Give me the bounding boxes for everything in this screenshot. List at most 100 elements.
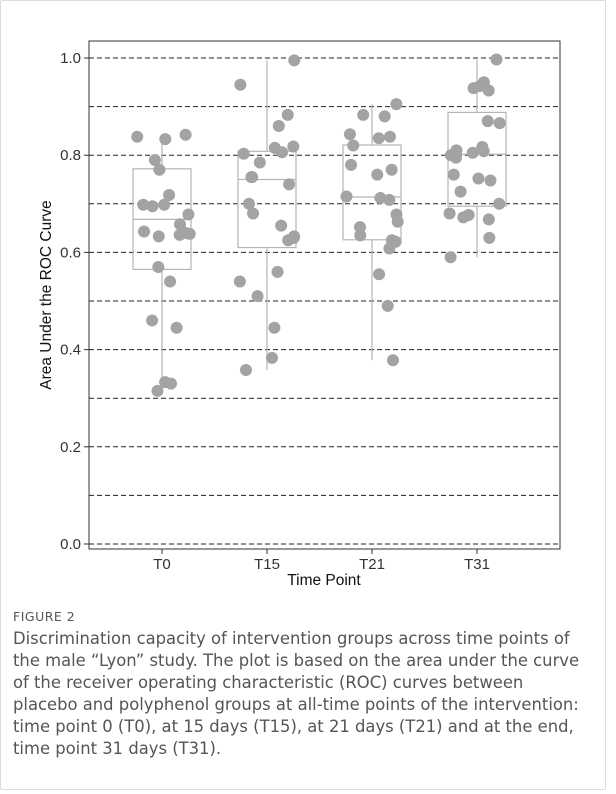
data-point: [357, 108, 370, 121]
data-point: [234, 78, 247, 91]
data-point: [251, 290, 264, 303]
data-point: [253, 156, 266, 169]
x-tick-label: T0: [153, 556, 171, 573]
data-point: [477, 145, 490, 158]
data-point: [454, 185, 467, 198]
data-point: [372, 132, 385, 145]
iqr-box: [237, 150, 297, 249]
data-point: [484, 174, 497, 187]
data-point: [283, 178, 296, 191]
data-point: [386, 354, 399, 367]
data-point: [138, 225, 151, 238]
data-point: [347, 139, 360, 152]
data-point: [246, 171, 259, 184]
x-tick-label: T15: [254, 556, 280, 573]
y-tick-label: 0.2: [60, 439, 81, 456]
x-tick-label: T31: [464, 556, 490, 573]
data-point: [467, 82, 480, 95]
data-point: [282, 234, 295, 247]
data-point: [152, 260, 165, 273]
data-point: [381, 299, 394, 312]
data-point: [345, 158, 358, 171]
gridlines: [89, 57, 560, 545]
data-point: [340, 190, 353, 203]
data-point: [272, 120, 285, 133]
data-point: [383, 130, 396, 143]
data-point: [163, 189, 176, 202]
point-layer: [131, 53, 506, 397]
data-point: [371, 168, 384, 181]
x-axis-title: Time Point: [287, 572, 361, 589]
data-point: [271, 265, 284, 278]
data-point: [179, 128, 192, 141]
y-axis-ticks: 0.0 0.2 0.4 0.6 0.8 1.0: [60, 50, 89, 553]
data-point: [158, 198, 171, 211]
data-point: [378, 110, 391, 123]
data-point: [275, 219, 288, 232]
points-T21: [340, 98, 404, 367]
data-point: [148, 154, 161, 167]
data-point: [179, 226, 192, 239]
data-point: [466, 146, 479, 159]
data-point: [385, 163, 398, 176]
data-point: [233, 275, 246, 288]
data-point: [383, 193, 396, 206]
data-point: [152, 230, 165, 243]
points-T31: [443, 53, 506, 264]
y-tick-label: 0.6: [60, 244, 81, 261]
y-tick-label: 0.0: [60, 536, 81, 553]
data-point: [390, 98, 403, 111]
data-point: [490, 53, 503, 66]
data-point: [131, 130, 144, 143]
data-point: [137, 198, 150, 211]
data-point: [239, 364, 252, 377]
box-T15: [237, 60, 297, 371]
data-point: [449, 151, 462, 164]
y-tick-label: 0.4: [60, 342, 81, 359]
data-point: [170, 321, 183, 334]
data-point: [383, 242, 396, 255]
y-tick-label: 0.8: [60, 147, 81, 164]
data-point: [165, 377, 178, 390]
data-point: [493, 197, 506, 210]
data-point: [482, 84, 495, 97]
data-point: [159, 133, 172, 146]
data-point: [268, 321, 281, 334]
points-T0: [131, 128, 196, 397]
data-point: [373, 268, 386, 281]
y-tick-label: 1.0: [60, 50, 81, 67]
data-point: [276, 146, 289, 159]
data-point: [287, 140, 300, 153]
data-point: [481, 115, 494, 128]
x-tick-label: T21: [359, 556, 385, 573]
figure-panel: 0.0 0.2 0.4 0.6 0.8 1.0 T0 T15 T21 T31 Area Unde…: [0, 0, 606, 790]
points-T15: [233, 54, 301, 377]
data-point: [343, 128, 356, 141]
data-point: [281, 108, 294, 121]
data-point: [151, 384, 164, 397]
data-point: [247, 207, 260, 220]
y-axis-title: Area Under the ROC Curve: [38, 200, 55, 390]
data-point: [482, 213, 495, 226]
data-point: [153, 163, 166, 176]
figure-caption: Discrimination capacity of intervention …: [13, 629, 580, 758]
plot-frame: [88, 40, 561, 550]
data-point: [374, 191, 387, 204]
data-point: [472, 172, 485, 185]
data-point: [447, 168, 460, 181]
data-point: [173, 218, 186, 231]
roc-auc-box-plot: 0.0 0.2 0.4 0.6 0.8 1.0 T0 T15 T21 T31 Area Unde…: [38, 40, 561, 589]
data-point: [457, 211, 470, 224]
data-point: [391, 215, 404, 228]
data-point: [265, 351, 278, 364]
box-layer: [132, 59, 507, 391]
data-point: [164, 275, 177, 288]
x-axis-ticks: T0 T15 T21 T31: [153, 549, 490, 573]
data-point: [146, 200, 159, 213]
data-point: [288, 54, 301, 67]
data-point: [182, 208, 195, 221]
data-point: [483, 231, 496, 244]
data-point: [242, 197, 255, 210]
figure-label: FIGURE 2: [13, 609, 76, 624]
data-point: [444, 251, 457, 264]
